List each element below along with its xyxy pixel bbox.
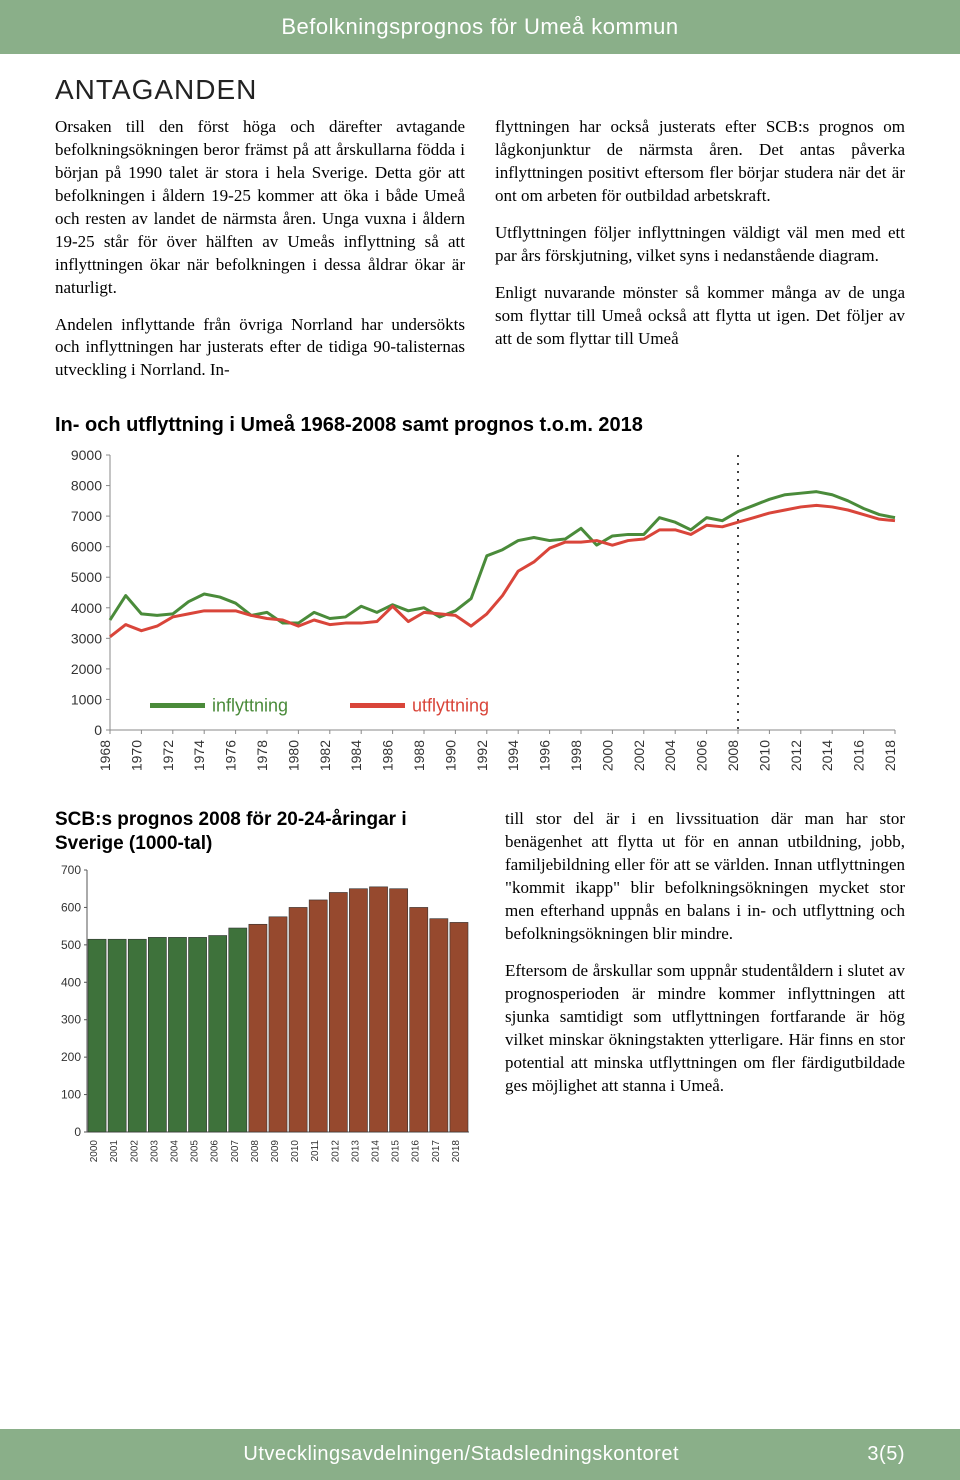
- body-paragraph: Eftersom de årskullar som uppnår student…: [505, 960, 905, 1098]
- svg-text:2007: 2007: [230, 1139, 241, 1162]
- svg-text:2013: 2013: [350, 1139, 361, 1162]
- section-title: ANTAGANDEN: [55, 74, 905, 106]
- svg-text:2018: 2018: [451, 1139, 462, 1162]
- body-paragraph: flyttningen har också justerats efter SC…: [495, 116, 905, 208]
- svg-text:2005: 2005: [190, 1139, 201, 1162]
- svg-text:2004: 2004: [169, 1139, 180, 1162]
- svg-text:7000: 7000: [71, 508, 102, 524]
- svg-text:2006: 2006: [694, 740, 710, 771]
- svg-text:2009: 2009: [270, 1139, 281, 1162]
- page-footer: Utvecklingsavdelningen/Stadsledningskont…: [0, 1429, 960, 1480]
- svg-text:2012: 2012: [788, 740, 804, 771]
- svg-text:1986: 1986: [380, 740, 396, 771]
- svg-text:2003: 2003: [149, 1139, 160, 1162]
- svg-text:0: 0: [74, 1125, 81, 1139]
- svg-text:0: 0: [94, 722, 102, 738]
- line-chart-container: 0 1000 2000 3000 4000 5000 6000 7000 8000 9000 196…: [0, 445, 960, 790]
- svg-text:1990: 1990: [442, 740, 458, 771]
- svg-text:1982: 1982: [317, 740, 333, 771]
- svg-text:1972: 1972: [160, 740, 176, 771]
- svg-text:1978: 1978: [254, 740, 270, 771]
- svg-text:8000: 8000: [71, 478, 102, 494]
- footer-page: 3(5): [867, 1443, 905, 1466]
- svg-text:1998: 1998: [568, 740, 584, 771]
- svg-text:2006: 2006: [210, 1139, 221, 1162]
- svg-text:200: 200: [61, 1050, 81, 1064]
- svg-text:600: 600: [61, 900, 81, 914]
- svg-text:2018: 2018: [882, 740, 898, 771]
- svg-text:400: 400: [61, 975, 81, 989]
- bar-chart-title: SCB:s prognos 2008 för 20-24-åringar i S…: [55, 808, 475, 856]
- svg-text:2011: 2011: [310, 1139, 321, 1161]
- svg-text:2014: 2014: [371, 1139, 382, 1162]
- svg-text:3000: 3000: [71, 631, 102, 647]
- svg-text:4000: 4000: [71, 600, 102, 616]
- svg-text:1996: 1996: [537, 740, 553, 771]
- svg-text:2000: 2000: [71, 661, 102, 677]
- svg-text:1992: 1992: [474, 740, 490, 771]
- header-title: Befolkningsprognos för Umeå kommun: [281, 14, 678, 39]
- bottom-text-column: till stor del är i en livssituation där …: [505, 808, 905, 1177]
- svg-text:2012: 2012: [330, 1139, 341, 1162]
- svg-text:2002: 2002: [129, 1139, 140, 1162]
- svg-text:2016: 2016: [411, 1139, 422, 1162]
- svg-text:2016: 2016: [851, 740, 867, 771]
- svg-text:1974: 1974: [191, 740, 207, 771]
- svg-text:6000: 6000: [71, 539, 102, 555]
- svg-text:1000: 1000: [71, 692, 102, 708]
- body-paragraph: Orsaken till den först höga och därefter…: [55, 116, 465, 300]
- svg-text:1994: 1994: [505, 740, 521, 771]
- body-paragraph: till stor del är i en livssituation där …: [505, 808, 905, 946]
- body-paragraph: Andelen inflyttande från övriga Norrland…: [55, 314, 465, 383]
- svg-text:2010: 2010: [756, 740, 772, 771]
- svg-text:2010: 2010: [290, 1139, 301, 1162]
- svg-text:100: 100: [61, 1087, 81, 1101]
- svg-text:1984: 1984: [348, 740, 364, 771]
- right-column: flyttningen har också justerats efter SC…: [495, 116, 905, 396]
- svg-text:700: 700: [61, 863, 81, 877]
- line-chart: 0 1000 2000 3000 4000 5000 6000 7000 8000 9000 196…: [55, 445, 905, 785]
- line-chart-title: In- och utflyttning i Umeå 1968-2008 sam…: [55, 414, 905, 437]
- svg-text:2001: 2001: [109, 1139, 120, 1162]
- svg-text:2014: 2014: [819, 740, 835, 771]
- footer-dept: Utvecklingsavdelningen/Stadsledningskont…: [55, 1443, 867, 1466]
- svg-text:2008: 2008: [250, 1139, 261, 1162]
- svg-text:1970: 1970: [128, 740, 144, 771]
- svg-text:5000: 5000: [71, 570, 102, 586]
- svg-text:2017: 2017: [431, 1139, 442, 1162]
- svg-text:500: 500: [61, 938, 81, 952]
- body-paragraph: Utflyttningen följer inflyttningen väldi…: [495, 222, 905, 268]
- body-paragraph: Enligt nuvarande mönster så kommer många…: [495, 282, 905, 351]
- left-column: Orsaken till den först höga och därefter…: [55, 116, 465, 396]
- svg-text:utflyttning: utflyttning: [412, 696, 489, 716]
- body-columns: Orsaken till den först höga och därefter…: [55, 116, 905, 396]
- svg-text:1968: 1968: [97, 740, 113, 771]
- svg-text:2002: 2002: [631, 740, 647, 771]
- svg-text:2008: 2008: [725, 740, 741, 771]
- page-header: Befolkningsprognos för Umeå kommun: [0, 0, 960, 54]
- bar-chart: 0 100 200 300 400 500 600 700 2000 2001 2002 2003 20…: [55, 862, 475, 1172]
- svg-text:inflyttning: inflyttning: [212, 696, 288, 716]
- svg-text:1976: 1976: [223, 740, 239, 771]
- svg-text:1988: 1988: [411, 740, 427, 771]
- bar-chart-column: SCB:s prognos 2008 för 20-24-åringar i S…: [55, 808, 475, 1177]
- svg-text:2004: 2004: [662, 740, 678, 771]
- svg-text:300: 300: [61, 1013, 81, 1027]
- svg-text:2015: 2015: [391, 1139, 402, 1162]
- svg-text:1980: 1980: [285, 740, 301, 771]
- svg-text:9000: 9000: [71, 447, 102, 463]
- svg-text:2000: 2000: [599, 740, 615, 771]
- svg-text:2000: 2000: [89, 1139, 100, 1162]
